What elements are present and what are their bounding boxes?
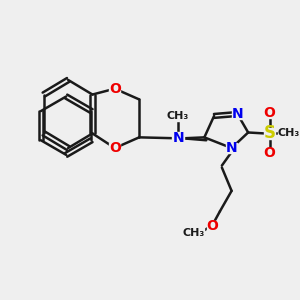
Bar [110,143,120,153]
Text: O: O [264,106,275,120]
Text: CH₃: CH₃ [182,228,205,238]
Bar [172,133,184,144]
Bar [226,143,237,153]
Bar [207,220,218,231]
Text: N: N [226,141,237,155]
Bar [110,83,120,94]
Bar [183,227,204,238]
Bar [264,128,275,139]
Text: CH₃: CH₃ [167,111,189,121]
Text: S: S [264,124,276,142]
Bar [264,148,275,158]
Text: N: N [232,107,243,121]
Text: O: O [264,146,275,160]
Bar [278,128,300,139]
Bar [264,108,275,118]
Text: O: O [109,141,121,155]
Text: O: O [109,82,121,96]
Bar [232,109,243,119]
Text: CH₃: CH₃ [278,128,300,139]
Text: N: N [172,131,184,145]
Text: O: O [206,219,218,233]
Bar [169,111,187,121]
